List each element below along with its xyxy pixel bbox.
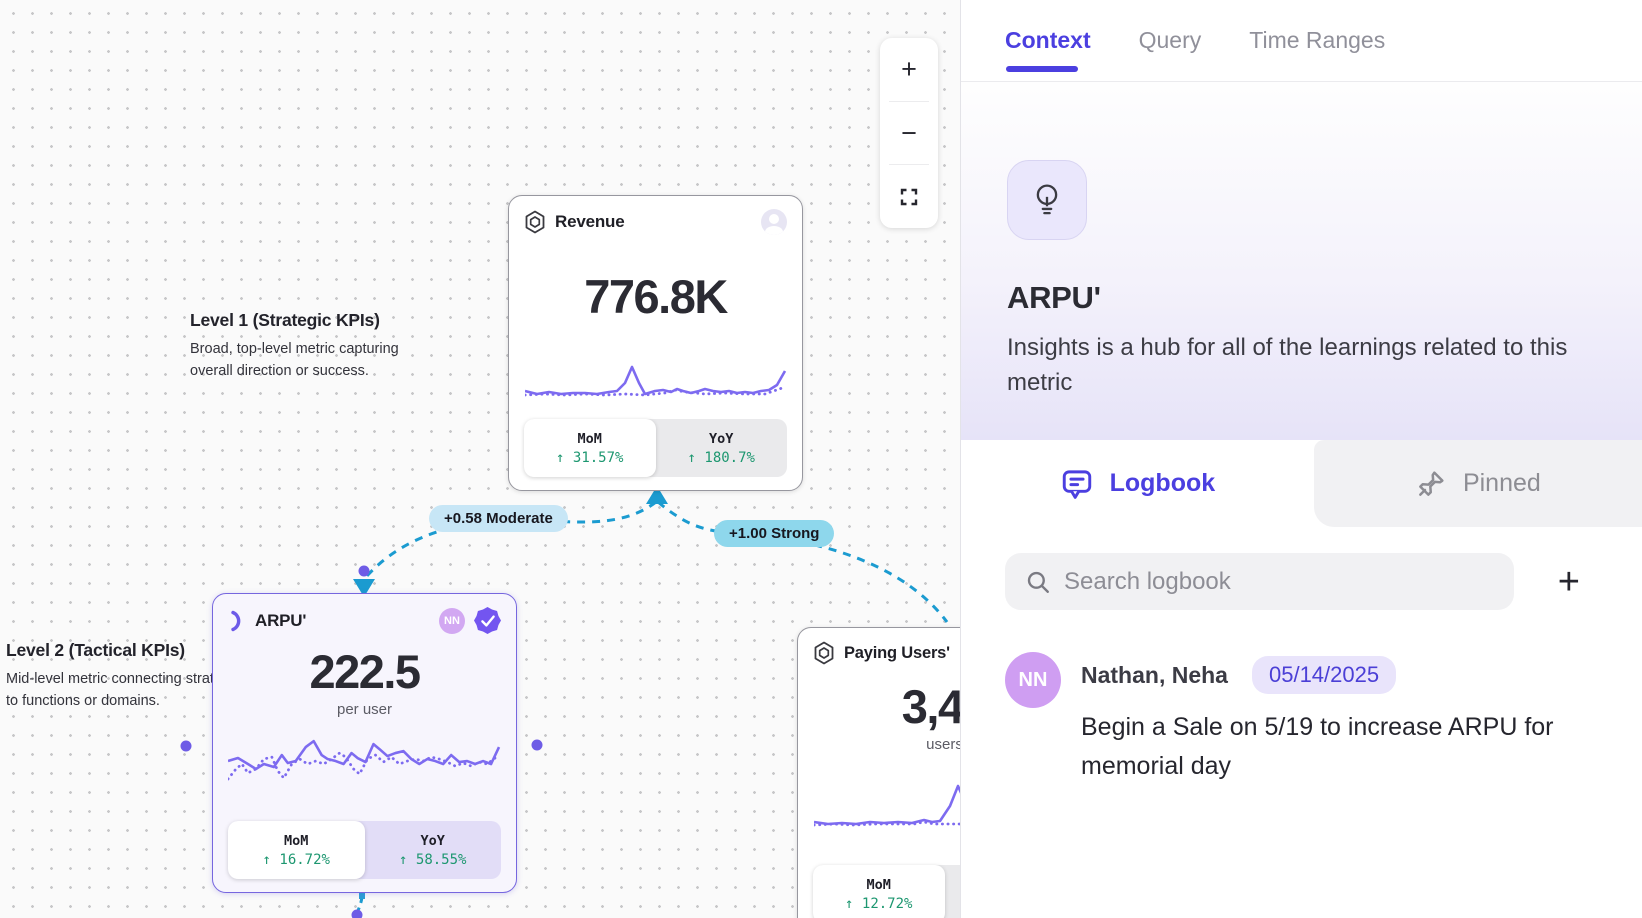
- tab-context[interactable]: Context: [1005, 0, 1091, 81]
- mom-label: MoM: [577, 430, 602, 447]
- metric-hero: ARPU' Insights is a hub for all of the l…: [961, 82, 1642, 440]
- search-input[interactable]: [1064, 567, 1496, 596]
- entry-date-badge: 05/14/2025: [1251, 656, 1397, 694]
- metric-tree-canvas[interactable]: Level 1 (Strategic KPIs) Broad, top-leve…: [0, 0, 960, 918]
- metric-unit: per user: [336, 701, 393, 718]
- zoom-in-button[interactable]: +: [880, 38, 938, 101]
- correlation-label-strong[interactable]: +1.00 Strong: [714, 520, 835, 547]
- entry-avatar: NN: [1005, 652, 1061, 708]
- metric-value: 776.8K: [584, 269, 728, 323]
- arpu-left-connector-dot[interactable]: [180, 740, 192, 752]
- arpu-sparkline: [228, 739, 501, 780]
- canvas-zoom-toolbar: + −: [880, 38, 938, 228]
- card-title: Revenue: [555, 212, 625, 231]
- logbook-search-box[interactable]: [1005, 553, 1514, 610]
- stat-toggle: MoM ↑ 16.72% YoY ↑ 58.55%: [228, 821, 501, 879]
- verified-seal-icon: [474, 607, 501, 634]
- entry-body: Nathan, Neha 05/14/2025 Begin a Sale on …: [1081, 652, 1586, 786]
- level1-description: Broad, top-level metric capturing overal…: [190, 341, 399, 379]
- panel-tab-bar: Context Query Time Ranges: [961, 0, 1642, 82]
- tab-logbook[interactable]: Logbook: [961, 440, 1314, 527]
- revenue-sparkline: [524, 365, 786, 397]
- metric-value: 222.5: [309, 645, 421, 698]
- owner-avatar-icon: [761, 209, 787, 235]
- edge-arpu-down: [355, 896, 364, 914]
- tab-query[interactable]: Query: [1138, 27, 1202, 53]
- mom-label: MoM: [866, 876, 891, 893]
- arpu-top-connector-dot[interactable]: [358, 565, 370, 577]
- metric-card-paying-users[interactable]: Paying Users' 3,49 users MoM ↑ 12.72%: [797, 627, 960, 918]
- arpu-right-connector-dot[interactable]: [531, 739, 543, 751]
- divider: [889, 164, 929, 166]
- crescent-metric-icon: [231, 610, 241, 631]
- zoom-out-button[interactable]: −: [880, 102, 938, 165]
- metric-description: Insights is a hub for all of the learnin…: [1007, 334, 1568, 396]
- mom-value: ↑ 12.72%: [845, 895, 913, 912]
- search-icon: [1027, 571, 1049, 593]
- pushpin-icon: [1419, 470, 1444, 496]
- yoy-stat[interactable]: [945, 865, 961, 918]
- fit-view-button[interactable]: [880, 165, 938, 228]
- logbook-label: Logbook: [1109, 469, 1216, 497]
- card-title: ARPU': [255, 610, 307, 630]
- metric-unit: users: [926, 736, 960, 753]
- yoy-stat[interactable]: YoY ↑ 180.7%: [656, 419, 788, 477]
- tab-pinned[interactable]: Pinned: [1313, 440, 1642, 527]
- level2-label: Level 2 (Tactical KPIs) Mid-level metric…: [6, 640, 246, 713]
- metric-value: 3,49: [901, 680, 960, 733]
- mom-value: ↑ 31.57%: [556, 449, 624, 466]
- mom-label: MoM: [284, 832, 309, 849]
- yoy-label: YoY: [709, 430, 734, 447]
- lightbulb-icon: [1036, 184, 1058, 215]
- tab-time-ranges[interactable]: Time Ranges: [1249, 27, 1386, 53]
- correlation-label-moderate[interactable]: +0.58 Moderate: [429, 505, 568, 532]
- yoy-stat[interactable]: YoY ↑ 58.55%: [365, 821, 502, 879]
- level1-title: Level 1 (Strategic KPIs): [190, 310, 380, 330]
- fullscreen-icon: [900, 188, 918, 205]
- mom-stat[interactable]: MoM ↑ 16.72%: [228, 821, 365, 879]
- mom-stat[interactable]: MoM ↑ 31.57%: [524, 419, 656, 477]
- paying-users-sparkline: [813, 784, 960, 827]
- level2-title: Level 2 (Tactical KPIs): [6, 640, 185, 660]
- collaborator-badge: NN: [439, 607, 465, 634]
- metric-card-revenue[interactable]: Revenue 776.8K MoM ↑ 31.57% YoY ↑ 180.7%: [508, 195, 803, 491]
- mom-stat[interactable]: MoM ↑ 12.72%: [813, 865, 945, 918]
- context-panel: Context Query Time Ranges ARPU' Insights…: [960, 0, 1642, 918]
- pinned-label: Pinned: [1462, 469, 1541, 497]
- logbook-pinned-tabs: Logbook Pinned: [961, 440, 1642, 527]
- entry-message: Begin a Sale on 5/19 to increase ARPU fo…: [1081, 713, 1554, 780]
- add-logbook-entry-button[interactable]: +: [1557, 560, 1580, 603]
- hexagon-metric-icon: [525, 210, 545, 234]
- metric-card-arpu[interactable]: ARPU' NN 222.5 per user MoM: [212, 593, 517, 893]
- stat-toggle: MoM ↑ 31.57% YoY ↑ 180.7%: [524, 419, 787, 477]
- logbook-chat-icon: [1062, 469, 1091, 499]
- yoy-label: YoY: [420, 832, 445, 849]
- divider: [889, 100, 929, 102]
- stat-toggle: MoM ↑ 12.72%: [813, 865, 960, 918]
- insight-tile: [1007, 160, 1087, 240]
- mom-value: ↑ 16.72%: [262, 851, 330, 868]
- yoy-value: ↑ 180.7%: [687, 449, 755, 466]
- card-title: Paying Users': [844, 643, 950, 662]
- arpu-bottom-connector-dot[interactable]: [351, 909, 363, 918]
- yoy-value: ↑ 58.55%: [399, 851, 467, 868]
- level1-label: Level 1 (Strategic KPIs) Broad, top-leve…: [190, 310, 430, 383]
- level2-description: Mid-level metric connecting strategy to …: [6, 671, 238, 709]
- metric-name-heading: ARPU': [1007, 280, 1101, 315]
- logbook-entry: NN Nathan, Neha 05/14/2025 Begin a Sale …: [961, 652, 1642, 786]
- hexagon-metric-icon: [814, 641, 834, 665]
- entry-author: Nathan, Neha: [1081, 661, 1228, 688]
- logbook-search-row: +: [961, 553, 1642, 610]
